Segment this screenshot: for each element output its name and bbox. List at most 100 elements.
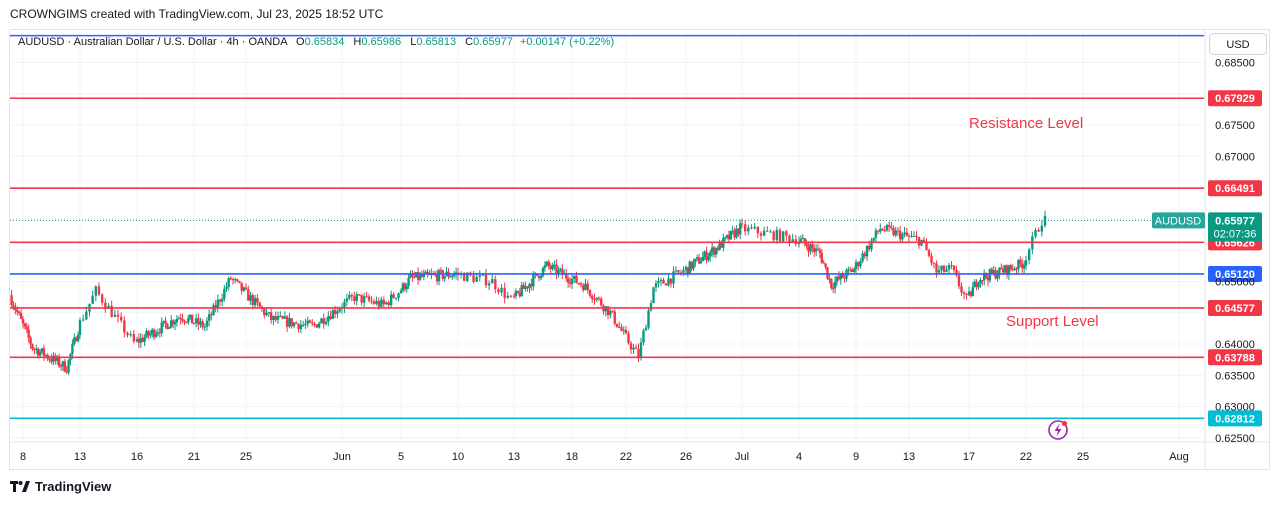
candle-body [443,275,446,279]
candle-body [930,255,933,264]
candle [187,314,190,325]
candle [61,360,65,371]
symbol-legend: AUDUSD · Australian Dollar / U.S. Dollar… [18,36,614,48]
candle-body [132,334,136,342]
currency-selector[interactable]: USD [1209,33,1267,55]
candle-body [343,301,346,309]
candle [31,343,34,351]
candle [1011,264,1014,272]
candle-body [1019,259,1022,264]
footer-brand: TradingView [10,479,111,494]
candle-body [181,318,184,321]
tradingview-logo-icon [10,480,30,492]
candle-body [813,248,816,252]
candle [100,293,104,306]
candle-body [582,285,585,291]
candle-body [173,322,177,325]
level-price-tag [1208,265,1262,282]
lightning-icon[interactable] [1047,419,1069,441]
legend-low: 0.65813 [416,36,457,48]
candle [947,262,951,275]
candle [253,294,257,309]
candle-body [664,283,668,286]
candle-body [38,351,42,356]
current-price-tag [1208,212,1262,242]
candle-body [894,230,897,236]
candle [265,308,268,317]
candle [632,343,635,355]
candle [35,344,38,355]
candle-body [31,344,34,350]
candle [705,246,708,264]
candle [132,329,136,344]
candle [647,307,650,330]
candle [285,314,289,332]
candle [526,286,529,292]
horizontal-levels: 0.679290.664910.656260.651200.645770.637… [10,34,1262,427]
candle-body [372,301,376,304]
candle-body [927,250,931,256]
candle [537,275,541,282]
candle [233,277,237,284]
candle-body [803,238,806,244]
candle-body [487,283,491,286]
candle-body [679,272,683,274]
candle [197,313,200,330]
candle-body [833,281,837,289]
candle-body [201,321,204,328]
candle [229,275,233,281]
candle [54,352,57,365]
y-tick-label: 0.62500 [1215,433,1255,445]
candle-body [1013,268,1016,270]
candle-body [922,239,926,242]
candle [394,297,398,301]
candle [220,293,224,307]
candle [688,260,691,274]
candle [189,314,192,321]
candle [151,327,154,338]
candle-body [175,318,179,323]
candle [416,267,420,285]
candle [905,228,908,237]
candle-body [119,316,123,321]
candle [443,275,446,282]
candle-body [682,270,685,273]
candle [370,296,373,305]
candle-body [835,276,839,282]
candle [731,225,734,235]
candle [500,284,503,296]
candle-body [394,297,398,299]
candle [759,231,763,241]
candle-body [984,273,988,278]
level-price-tag [1208,349,1262,366]
candle [634,344,638,349]
candle [158,327,161,338]
candle [162,320,165,327]
candle-body [688,261,691,274]
candle [927,248,931,258]
candle-body [135,339,139,342]
candle [1027,247,1031,265]
candle [843,274,846,283]
x-tick-label: 18 [566,451,578,463]
candle-body [952,265,956,270]
candle [244,283,248,291]
level-price-label: 0.62812 [1215,413,1255,425]
candle [801,234,804,240]
candle [143,334,146,347]
candle-body [152,329,156,337]
candle-body [42,348,46,356]
candle [168,326,171,329]
candle-body [220,298,224,302]
candle [582,282,585,293]
candle [852,267,856,275]
candle-body [532,274,535,287]
candle-body [710,247,714,253]
candle [487,280,491,291]
candle [281,315,284,320]
candle [686,266,690,278]
candle-body [692,262,695,269]
candle [551,262,554,271]
candle-body [362,296,366,303]
